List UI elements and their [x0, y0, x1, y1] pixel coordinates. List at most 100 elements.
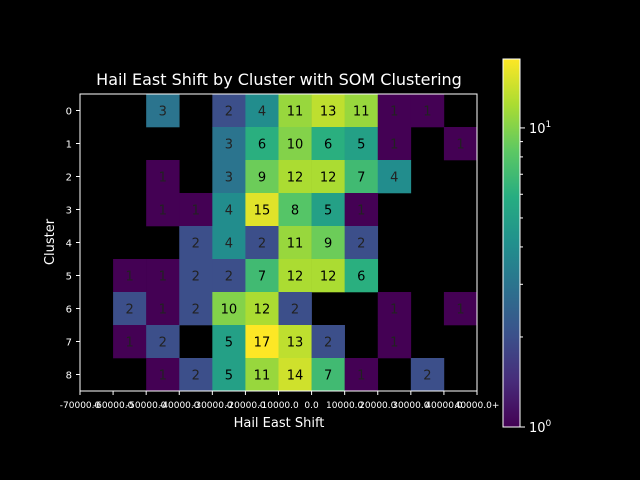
colorbar: 100 101 [502, 58, 552, 436]
cell-value-label: 10 [221, 303, 238, 318]
heatmap-cell [344, 358, 379, 392]
x-tick-label: -70000.0 [60, 401, 101, 411]
cell-value-label: 1 [159, 369, 167, 384]
cell-value-label: 1 [390, 303, 398, 318]
cell-value-label: 11 [254, 369, 271, 384]
cell-value-label: 2 [357, 237, 365, 252]
heatmap-cell [443, 292, 478, 326]
heatmap-cell [278, 325, 312, 359]
heatmap-cell [377, 325, 412, 359]
heatmap-cell [311, 325, 345, 359]
colorbar-gradient [502, 58, 521, 428]
heatmap-cell [212, 292, 246, 326]
heatmap-cell [179, 226, 213, 260]
heatmap-cell [212, 226, 246, 260]
heatmap-cell [443, 127, 478, 161]
heatmap-cell [179, 292, 213, 326]
cell-value-label: 5 [225, 336, 233, 351]
heatmap-cell [278, 193, 312, 227]
cell-value-label: 1 [390, 105, 398, 120]
heatmap-cell [179, 193, 213, 227]
cell-value-label: 2 [225, 105, 233, 120]
heatmap-cell [245, 193, 279, 227]
y-tick-label: 1 [66, 140, 72, 151]
cell-value-label: 2 [225, 270, 233, 285]
cell-value-label: 2 [423, 369, 431, 384]
x-tick-label: -20000.0 [225, 401, 266, 411]
cell-value-label: 1 [159, 270, 167, 285]
y-tick-label: 4 [66, 239, 72, 250]
heatmap-cell [212, 94, 246, 128]
heatmap-cell [311, 226, 345, 260]
cell-value-label: 15 [254, 204, 271, 219]
heatmap-cell [245, 292, 279, 326]
cell-value-label: 12 [320, 171, 337, 186]
y-axis: 0 1 2 3 4 5 6 7 8 [66, 107, 80, 382]
heatmap-cell [278, 358, 312, 392]
cell-value-label: 1 [125, 270, 133, 285]
cell-value-label: 1 [390, 138, 398, 153]
heatmap-cell [344, 193, 379, 227]
heatmap-cell [179, 358, 213, 392]
cell-value-label: 3 [225, 138, 233, 153]
cell-value-label: 9 [324, 237, 332, 252]
heatmap-cell [212, 193, 246, 227]
cell-value-label: 8 [291, 204, 299, 219]
heatmap-cell [410, 358, 445, 392]
heatmap-cell [146, 358, 180, 392]
y-tick-label: 3 [66, 206, 72, 217]
cell-value-label: 2 [291, 303, 299, 318]
cell-value-label: 4 [225, 237, 233, 252]
cell-value-label: 2 [192, 237, 200, 252]
cell-value-label: 2 [192, 303, 200, 318]
heatmap-cell [278, 259, 312, 293]
heatmap-cell [245, 358, 279, 392]
x-axis: -70000.0-60000.0-50000.0-40000.0-30000.0… [60, 93, 499, 411]
heatmap-cell [278, 226, 312, 260]
heatmap-cell [245, 160, 279, 194]
x-tick-label: 20000.0 [359, 401, 396, 411]
y-tick-label: 5 [66, 272, 72, 283]
x-tick-label: -30000.0 [192, 401, 233, 411]
cell-value-label: 1 [192, 204, 200, 219]
heatmap-cell [146, 325, 180, 359]
heatmap-cell [410, 94, 445, 128]
cell-value-label: 5 [324, 204, 332, 219]
heatmap-cell [113, 292, 147, 326]
heatmap-cell [212, 358, 246, 392]
cell-value-label: 1 [357, 204, 365, 219]
cell-value-label: 7 [258, 270, 266, 285]
cell-value-label: 17 [254, 336, 271, 351]
cell-value-label: 2 [192, 270, 200, 285]
heatmap-cell [311, 193, 345, 227]
heatmap-cell [245, 94, 279, 128]
heatmap-cell [278, 160, 312, 194]
cell-value-label: 5 [357, 138, 365, 153]
cell-value-label: 1 [159, 303, 167, 318]
heatmap-cell [113, 325, 147, 359]
cell-value-label: 7 [357, 171, 365, 186]
heatmap-cell [146, 193, 180, 227]
heatmap-cell [245, 127, 279, 161]
heatmap-cell [311, 160, 345, 194]
heatmap-cell [245, 325, 279, 359]
cell-value-label: 11 [287, 237, 304, 252]
cell-value-label: 11 [287, 105, 304, 120]
cell-value-label: 2 [192, 369, 200, 384]
x-tick-label: -60000.0 [93, 401, 134, 411]
heatmap-cell [212, 259, 246, 293]
cell-value-label: 6 [324, 138, 332, 153]
cell-value-label: 1 [390, 336, 398, 351]
heatmap-cell [278, 127, 312, 161]
cell-value-label: 4 [390, 171, 398, 186]
cell-value-label: 2 [324, 336, 332, 351]
heatmap-cell [146, 259, 180, 293]
heatmap-cell [344, 94, 379, 128]
heatmap-cell [245, 259, 279, 293]
cell-value-label: 6 [258, 138, 266, 153]
cell-value-label: 9 [258, 171, 266, 186]
y-tick-label: 0 [66, 107, 72, 118]
cell-value-label: 13 [320, 105, 337, 120]
cell-value-label: 2 [159, 336, 167, 351]
